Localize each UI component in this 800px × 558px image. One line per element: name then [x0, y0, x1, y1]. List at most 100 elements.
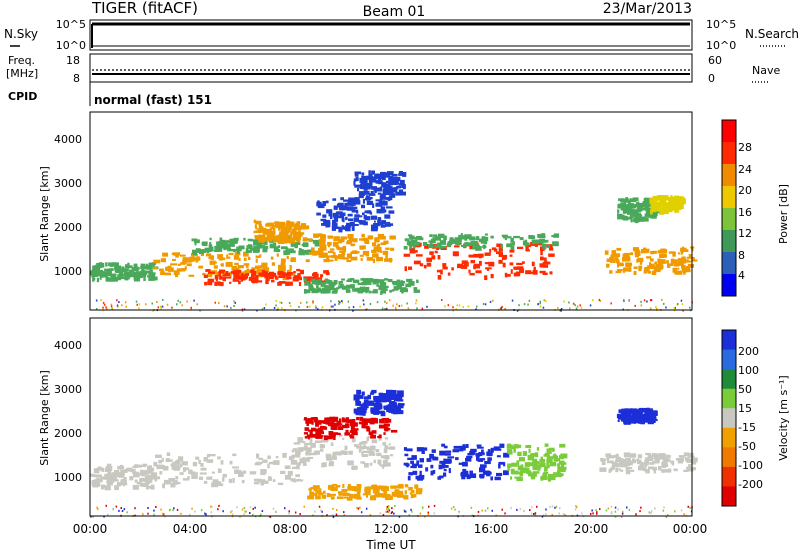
power-echo-cell: [283, 250, 288, 255]
power-echo-cell: [645, 206, 649, 209]
power-echo-cell: [503, 235, 507, 239]
velocity-echo-cell: [453, 445, 460, 449]
velocity-echo-cell: [200, 467, 207, 471]
velocity-echo-cell: [172, 462, 176, 467]
velocity-noise-cell: [424, 515, 426, 518]
power-echo-cell: [682, 269, 688, 273]
power-echo-cell: [454, 237, 460, 240]
velocity-echo-cell: [652, 419, 658, 422]
power-cbar-tick-12: 12: [738, 227, 752, 240]
velocity-echo-cell: [111, 472, 119, 477]
power-echo-cell: [342, 254, 345, 258]
velocity-echo-cell: [323, 462, 327, 468]
power-echo-cell: [618, 198, 625, 201]
velocity-echo-cell: [637, 454, 643, 459]
velocity-noise-cell: [605, 509, 608, 512]
power-echo-cell: [214, 272, 219, 275]
power-echo-cell: [475, 246, 482, 251]
power-echo-cell: [627, 216, 633, 220]
power-echo-cell: [542, 272, 548, 275]
power-echo-cell: [406, 242, 413, 246]
velocity-noise-cell: [390, 512, 393, 514]
power-echo-cell: [302, 237, 308, 242]
power-echo-cell: [265, 237, 271, 242]
velocity-echo-cell: [273, 460, 280, 465]
power-echo-cell: [675, 202, 683, 207]
power-echo-cell: [407, 240, 414, 244]
power-echo-cell: [276, 253, 279, 257]
power-echo-cell: [347, 206, 354, 211]
power-echo-cell: [439, 245, 447, 249]
velocity-echo-cell: [329, 461, 334, 465]
power-echo-cell: [364, 216, 371, 221]
x-tick-0: 00:00: [73, 522, 108, 536]
velocity-echo-cell: [267, 455, 271, 460]
velocity-noise-cell: [654, 507, 656, 510]
velocity-echo-cell: [506, 444, 513, 449]
power-cbar-ticks: 4 8 12 16 20 24 28: [738, 141, 752, 282]
power-echo-cell: [634, 211, 639, 214]
power-echo-cell: [604, 250, 609, 255]
power-echo-cell: [136, 273, 142, 277]
power-echo-cell: [548, 253, 555, 257]
velocity-echo-cell: [182, 467, 187, 472]
power-echo-cell: [437, 275, 442, 280]
power-echo-cell: [253, 248, 260, 252]
power-noise-cell: [557, 307, 559, 310]
power-echo-cell: [373, 223, 381, 227]
power-echo-cell: [489, 248, 492, 253]
power-echo-cell: [629, 198, 636, 203]
power-noise-cell: [689, 306, 691, 309]
velocity-echo-cell: [222, 473, 227, 478]
power-noise-cell: [386, 302, 388, 305]
velocity-noise-cell: [428, 505, 430, 508]
power-echo-cell: [194, 240, 200, 244]
power-echo-cell: [369, 185, 373, 188]
velocity-echo-cell: [380, 398, 387, 403]
velocity-echo-cell: [667, 470, 672, 473]
power-echo-cell: [287, 234, 293, 238]
velocity-echo-cell: [482, 452, 485, 456]
velocity-noise-cell: [621, 512, 624, 515]
power-echo-cell: [620, 202, 626, 206]
power-panel: [90, 170, 698, 312]
velocity-noise-cell: [356, 506, 358, 509]
velocity-noise-cell: [531, 506, 533, 509]
power-echo-cell: [319, 281, 326, 285]
velocity-noise-cell: [620, 516, 623, 518]
velocity-noise-cell: [360, 511, 363, 514]
velocity-echo-cell: [410, 494, 415, 499]
power-echo-cell: [642, 247, 647, 251]
velocity-echo-cell: [383, 395, 388, 400]
velocity-noise-cell: [403, 510, 406, 513]
power-echo-cell: [193, 257, 201, 261]
velocity-echo-cell: [260, 472, 266, 476]
velocity-noise-cell: [555, 505, 558, 508]
velocity-echo-cell: [331, 455, 336, 459]
power-echo-cell: [412, 243, 416, 249]
velocity-echo-cell: [146, 485, 152, 489]
power-echo-cell: [613, 254, 620, 258]
power-echo-cell: [286, 276, 292, 280]
power-noise-cell: [157, 306, 160, 309]
power-echo-cell: [241, 275, 247, 280]
velocity-echo-cell: [170, 483, 176, 488]
nave-tick-top: 60: [708, 54, 722, 67]
power-echo-cell: [340, 286, 347, 289]
power-echo-cell: [443, 235, 447, 240]
velocity-echo-cell: [262, 459, 268, 463]
power-echo-cell: [113, 262, 119, 267]
power-echo-cell: [346, 253, 352, 259]
power-echo-cell: [243, 237, 246, 241]
power-colorbar-segment: [722, 120, 736, 143]
velocity-echo-cell: [625, 415, 633, 419]
velocity-echo-cell: [92, 474, 96, 478]
velocity-echo-cell: [375, 402, 382, 408]
power-echo-cell: [633, 271, 637, 275]
power-noise-cell: [160, 307, 162, 310]
velocity-ytick-4000: 4000: [54, 339, 82, 352]
velocity-echo-cell: [410, 465, 417, 469]
power-echo-cell: [377, 177, 382, 182]
power-echo-cell: [524, 239, 527, 244]
power-echo-cell: [328, 285, 335, 288]
